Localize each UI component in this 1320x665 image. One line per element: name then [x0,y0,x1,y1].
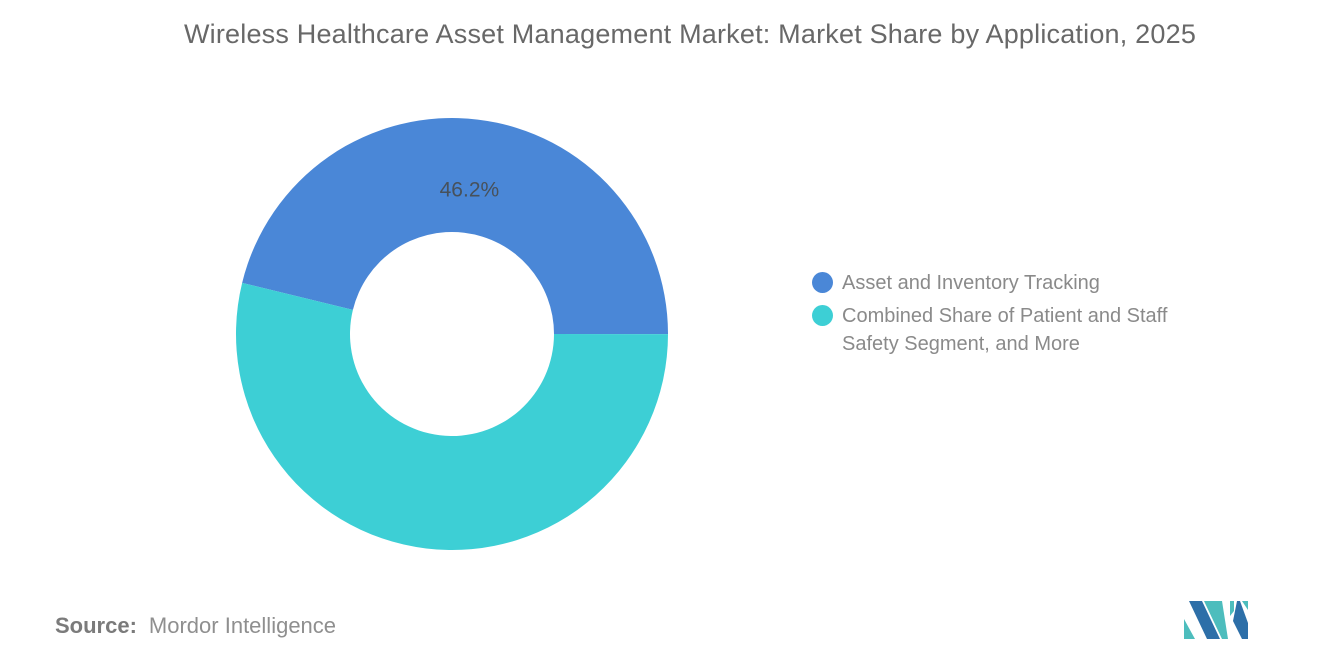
logo-right-top-left-bar [1230,601,1234,616]
legend-item-label: Asset and Inventory Tracking [842,272,1100,294]
legend-marker-icon [812,305,833,326]
logo-right-diagonal [1233,601,1248,639]
chart-title: Wireless Healthcare Asset Management Mar… [110,14,1270,54]
legend: Asset and Inventory Tracking Combined Sha… [812,269,1212,358]
legend-item-combined-share-of-patient-and-staff-safe[interactable]: Combined Share of Patient and Staff Safe… [812,302,1212,358]
source-line: Source: Mordor Intelligence [55,613,336,639]
legend-item-asset-and-inventory-tracking[interactable]: Asset and Inventory Tracking [812,269,1212,297]
donut-segment-asset-and-inventory-tracking[interactable] [242,118,668,335]
logo-right-top-corner [1242,601,1248,610]
source-value: Mordor Intelligence [148,613,337,638]
logo-foot-triangle [1184,619,1195,639]
mordor-intelligence-logo [1184,601,1248,639]
logo-mid-diagonal [1204,601,1228,639]
legend-marker-icon [812,272,833,293]
logo-left-diagonal [1189,601,1220,639]
source-label: Source: [55,613,137,638]
legend-item-label: Combined Share of Patient and Staff Safe… [842,305,1168,355]
chart-title-text: Wireless Healthcare Asset Management Mar… [183,19,1197,49]
donut-data-label: 46.2% [440,179,500,202]
donut-segment-combined-share-of-patient-and-staff-safe[interactable] [236,282,668,551]
donut-chart: 46.2% [236,118,668,551]
